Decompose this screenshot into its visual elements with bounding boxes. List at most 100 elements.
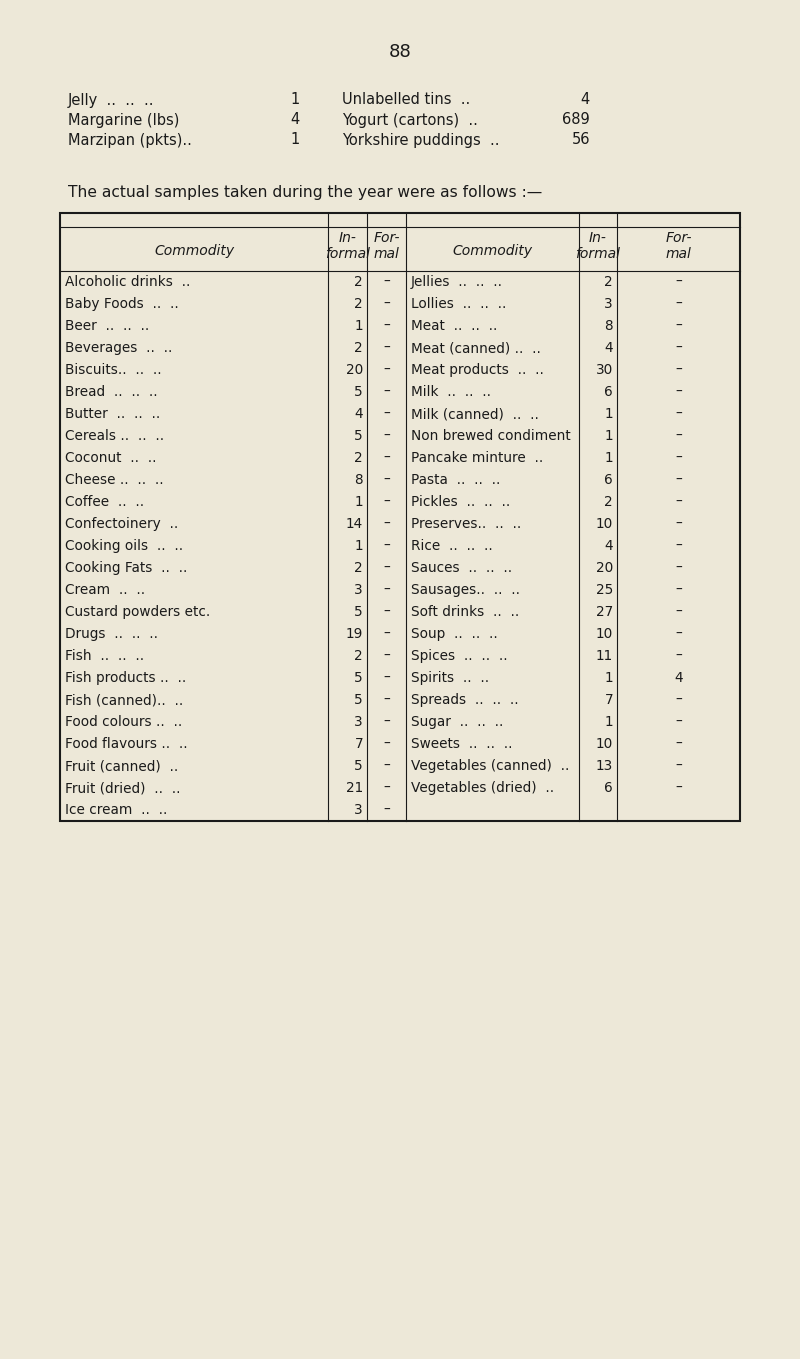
Text: For-
mal: For- mal [666, 231, 692, 261]
Text: Fruit (dried)  ..  ..: Fruit (dried) .. .. [65, 781, 181, 795]
Text: 13: 13 [596, 758, 613, 773]
Text: 4: 4 [604, 540, 613, 553]
Text: Sauces  ..  ..  ..: Sauces .. .. .. [411, 561, 512, 575]
Text: 1: 1 [290, 132, 300, 148]
Text: Milk (canned)  ..  ..: Milk (canned) .. .. [411, 406, 539, 421]
Text: Pasta  ..  ..  ..: Pasta .. .. .. [411, 473, 500, 487]
Text: Butter  ..  ..  ..: Butter .. .. .. [65, 406, 160, 421]
Text: Pickles  ..  ..  ..: Pickles .. .. .. [411, 495, 510, 510]
Text: Commodity: Commodity [154, 245, 234, 258]
Text: –: – [383, 583, 390, 597]
Text: 7: 7 [604, 693, 613, 707]
Text: 10: 10 [596, 626, 613, 641]
Text: Food colours ..  ..: Food colours .. .. [65, 715, 182, 728]
Text: 2: 2 [354, 451, 363, 465]
Text: Unlabelled tins  ..: Unlabelled tins .. [342, 92, 470, 107]
Text: Drugs  ..  ..  ..: Drugs .. .. .. [65, 626, 158, 641]
Text: –: – [675, 715, 682, 728]
Text: Beer  ..  ..  ..: Beer .. .. .. [65, 319, 150, 333]
Text: Alcoholic drinks  ..: Alcoholic drinks .. [65, 275, 190, 289]
Text: –: – [675, 451, 682, 465]
Text: 4: 4 [354, 406, 363, 421]
Text: –: – [383, 626, 390, 641]
Text: –: – [383, 473, 390, 487]
Text: 88: 88 [389, 43, 411, 61]
Text: Non brewed condiment: Non brewed condiment [411, 429, 570, 443]
Text: Coffee  ..  ..: Coffee .. .. [65, 495, 144, 510]
Text: –: – [675, 605, 682, 618]
Text: In-
formal: In- formal [325, 231, 370, 261]
Text: 2: 2 [604, 495, 613, 510]
Text: –: – [675, 429, 682, 443]
Text: Sausages..  ..  ..: Sausages.. .. .. [411, 583, 520, 597]
Text: Sweets  ..  ..  ..: Sweets .. .. .. [411, 737, 513, 752]
Text: –: – [383, 516, 390, 531]
Text: 3: 3 [354, 715, 363, 728]
Text: Soft drinks  ..  ..: Soft drinks .. .. [411, 605, 519, 618]
Text: Pancake minture  ..: Pancake minture .. [411, 451, 543, 465]
Text: 7: 7 [354, 737, 363, 752]
Text: The actual samples taken during the year were as follows :—: The actual samples taken during the year… [68, 185, 542, 200]
Text: –: – [383, 737, 390, 752]
Text: 8: 8 [604, 319, 613, 333]
Text: –: – [383, 540, 390, 553]
Text: –: – [383, 406, 390, 421]
Text: Cream  ..  ..: Cream .. .. [65, 583, 145, 597]
Text: –: – [383, 671, 390, 685]
Text: 27: 27 [596, 605, 613, 618]
Text: –: – [675, 583, 682, 597]
Text: Jellies  ..  ..  ..: Jellies .. .. .. [411, 275, 503, 289]
Text: 6: 6 [604, 781, 613, 795]
Text: –: – [383, 605, 390, 618]
Text: –: – [675, 650, 682, 663]
Text: Confectoinery  ..: Confectoinery .. [65, 516, 178, 531]
Text: –: – [383, 429, 390, 443]
Text: –: – [383, 715, 390, 728]
Text: Sugar  ..  ..  ..: Sugar .. .. .. [411, 715, 503, 728]
Text: Meat products  ..  ..: Meat products .. .. [411, 363, 544, 376]
Text: –: – [675, 341, 682, 355]
Text: Fish  ..  ..  ..: Fish .. .. .. [65, 650, 144, 663]
Text: Ice cream  ..  ..: Ice cream .. .. [65, 803, 167, 817]
Text: 25: 25 [596, 583, 613, 597]
Text: 2: 2 [354, 298, 363, 311]
Text: Cooking Fats  ..  ..: Cooking Fats .. .. [65, 561, 187, 575]
Text: 1: 1 [354, 319, 363, 333]
Text: –: – [675, 473, 682, 487]
Text: Jelly  ..  ..  ..: Jelly .. .. .. [68, 92, 154, 107]
Text: –: – [383, 758, 390, 773]
Text: Fruit (canned)  ..: Fruit (canned) .. [65, 758, 178, 773]
Text: –: – [383, 275, 390, 289]
Text: Cooking oils  ..  ..: Cooking oils .. .. [65, 540, 183, 553]
Text: 5: 5 [354, 671, 363, 685]
Text: Cheese ..  ..  ..: Cheese .. .. .. [65, 473, 164, 487]
Text: –: – [383, 693, 390, 707]
Text: Spirits  ..  ..: Spirits .. .. [411, 671, 489, 685]
Text: –: – [675, 406, 682, 421]
Text: Margarine (lbs): Margarine (lbs) [68, 113, 179, 128]
Text: 1: 1 [604, 671, 613, 685]
Text: –: – [383, 451, 390, 465]
Text: Yogurt (cartons)  ..: Yogurt (cartons) .. [342, 113, 478, 128]
Text: Fish products ..  ..: Fish products .. .. [65, 671, 186, 685]
Text: 21: 21 [346, 781, 363, 795]
Text: 30: 30 [596, 363, 613, 376]
Text: 10: 10 [596, 516, 613, 531]
Text: 56: 56 [571, 132, 590, 148]
Text: 4: 4 [674, 671, 683, 685]
Text: 689: 689 [562, 113, 590, 128]
Text: –: – [675, 693, 682, 707]
Text: 1: 1 [604, 429, 613, 443]
Text: –: – [675, 781, 682, 795]
Text: 4: 4 [581, 92, 590, 107]
Text: –: – [675, 737, 682, 752]
Text: 3: 3 [354, 803, 363, 817]
Text: –: – [675, 495, 682, 510]
Text: 4: 4 [290, 113, 300, 128]
Text: –: – [675, 363, 682, 376]
Text: 1: 1 [604, 715, 613, 728]
Text: Marzipan (pkts)..: Marzipan (pkts).. [68, 132, 192, 148]
Text: 1: 1 [354, 495, 363, 510]
Text: 10: 10 [596, 737, 613, 752]
Text: 20: 20 [596, 561, 613, 575]
